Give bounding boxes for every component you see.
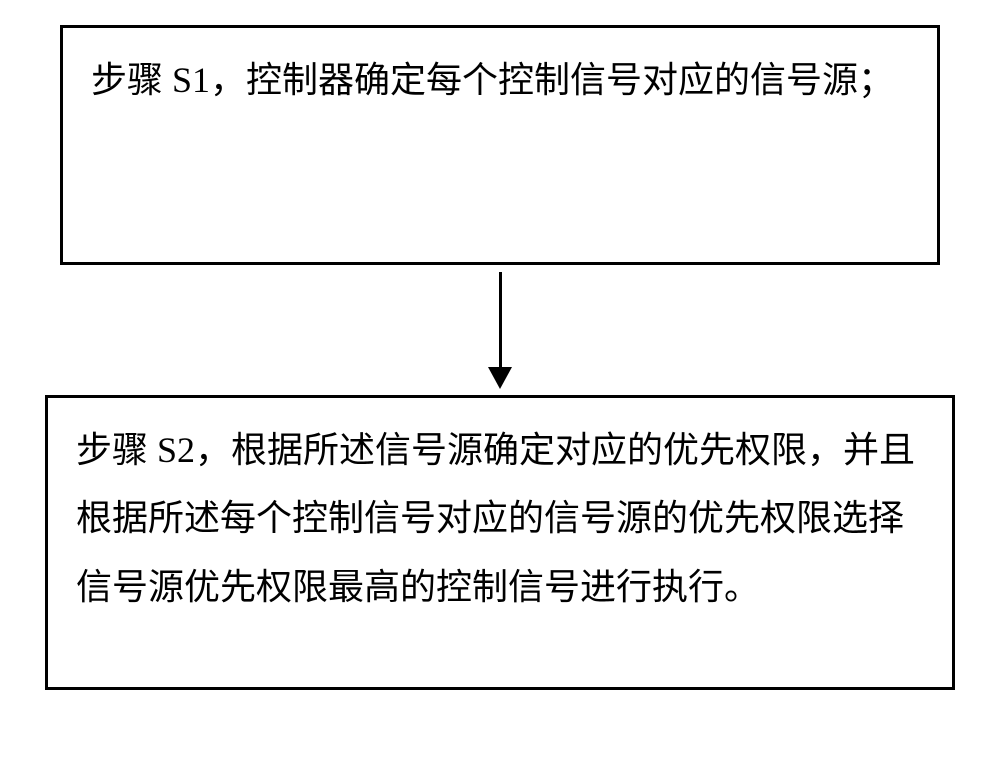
arrow-connector [488,265,512,395]
step-box-2: 步骤 S2，根据所述信号源确定对应的优先权限，并且根据所述每个控制信号对应的信号… [45,395,955,690]
flowchart-container: 步骤 S1，控制器确定每个控制信号对应的信号源； 步骤 S2，根据所述信号源确定… [0,25,1000,690]
arrow-head-icon [488,367,512,389]
step-1-text: 步骤 S1，控制器确定每个控制信号对应的信号源； [91,60,894,100]
step-2-text: 步骤 S2，根据所述信号源确定对应的优先权限，并且根据所述每个控制信号对应的信号… [76,430,915,607]
step-box-1: 步骤 S1，控制器确定每个控制信号对应的信号源； [60,25,940,265]
arrow-line [499,272,502,367]
